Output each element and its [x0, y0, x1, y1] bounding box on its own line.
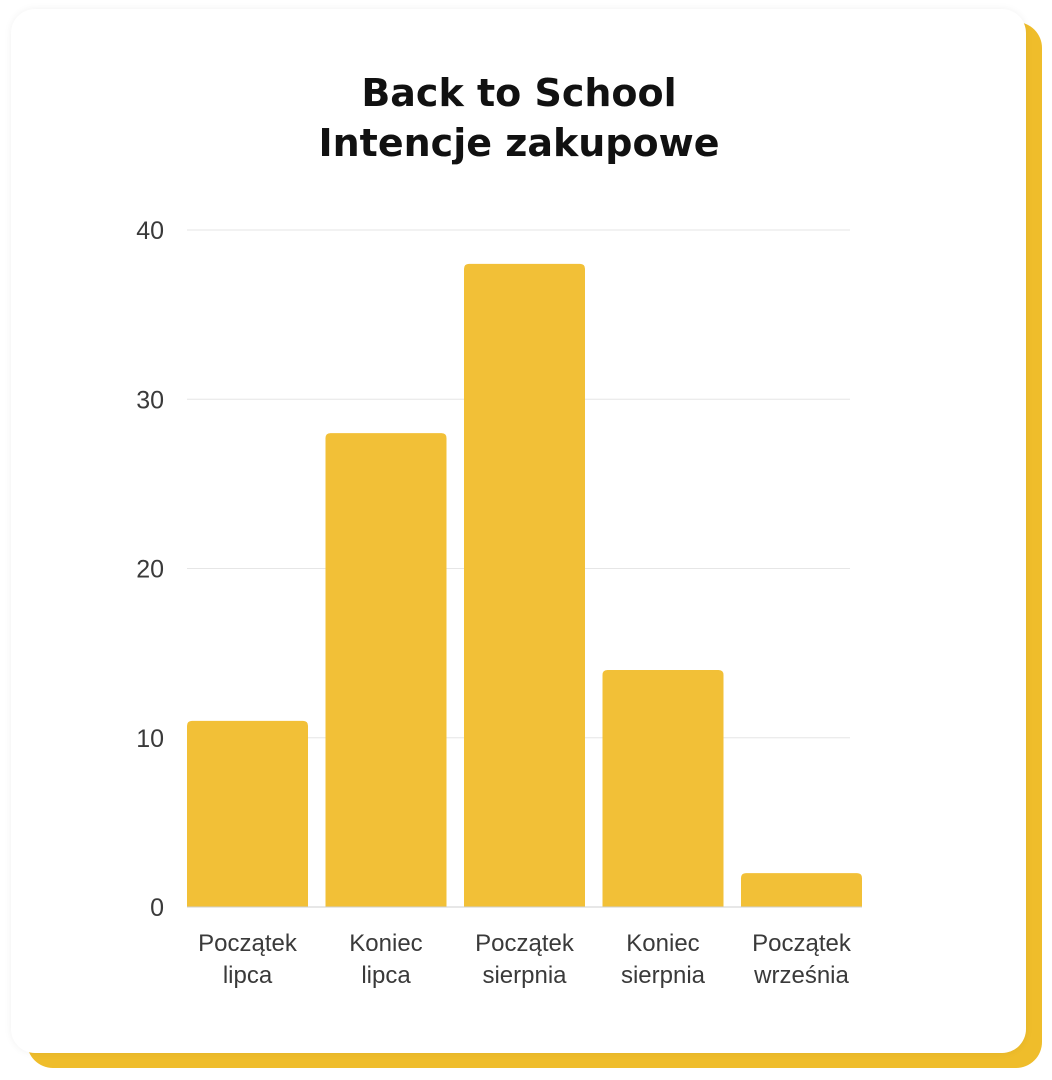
- bar: [741, 873, 862, 907]
- y-axis-ticks: 0 10 20 30 40: [136, 217, 164, 922]
- x-category-label: Koniec: [349, 930, 422, 957]
- bar: [187, 720, 308, 907]
- x-category-label: lipca: [361, 962, 411, 989]
- x-axis-labels: Początek lipca Koniec lipca Początek sierpnia…: [198, 930, 852, 989]
- x-category-label: Początek: [475, 930, 575, 957]
- x-category-label: lipca: [223, 962, 273, 989]
- chart-title-line-1: Back to School: [361, 71, 677, 115]
- x-category-label: Początek: [752, 930, 852, 957]
- y-tick-label: 10: [136, 725, 164, 753]
- x-category-label: sierpnia: [482, 962, 567, 989]
- x-category-label: sierpnia: [621, 962, 706, 989]
- bar: [325, 433, 447, 907]
- bar: [464, 263, 585, 908]
- bars: [187, 263, 862, 908]
- y-tick-label: 0: [150, 894, 164, 922]
- bar: [602, 670, 724, 907]
- y-tick-label: 30: [136, 386, 164, 414]
- chart-title-line-2: Intencje zakupowe: [318, 121, 720, 165]
- y-tick-label: 40: [136, 217, 164, 245]
- x-category-label: Koniec: [626, 930, 699, 957]
- y-tick-label: 20: [136, 556, 164, 584]
- x-category-label: Początek: [198, 930, 298, 957]
- chart-title: Back to School Intencje zakupowe: [0, 68, 1038, 168]
- x-category-label: września: [753, 962, 849, 989]
